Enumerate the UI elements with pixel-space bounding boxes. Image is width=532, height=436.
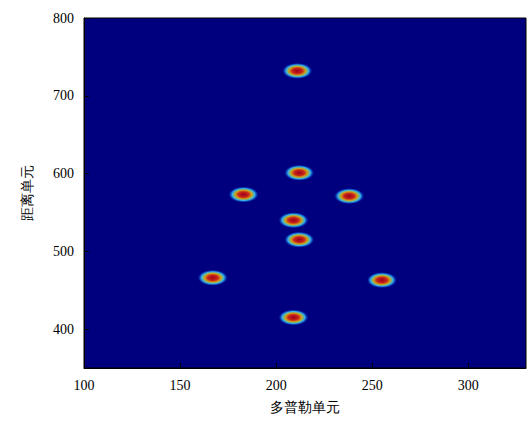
svg-text:600: 600: [53, 166, 74, 181]
svg-text:距离单元: 距离单元: [20, 165, 35, 221]
svg-text:500: 500: [53, 244, 74, 259]
svg-text:400: 400: [53, 322, 74, 337]
svg-text:800: 800: [53, 11, 74, 26]
svg-text:150: 150: [170, 378, 191, 393]
svg-text:多普勒单元: 多普勒单元: [270, 399, 340, 415]
svg-text:100: 100: [74, 378, 95, 393]
svg-text:300: 300: [458, 378, 479, 393]
svg-text:250: 250: [362, 378, 383, 393]
svg-text:200: 200: [266, 378, 287, 393]
svg-text:700: 700: [53, 88, 74, 103]
